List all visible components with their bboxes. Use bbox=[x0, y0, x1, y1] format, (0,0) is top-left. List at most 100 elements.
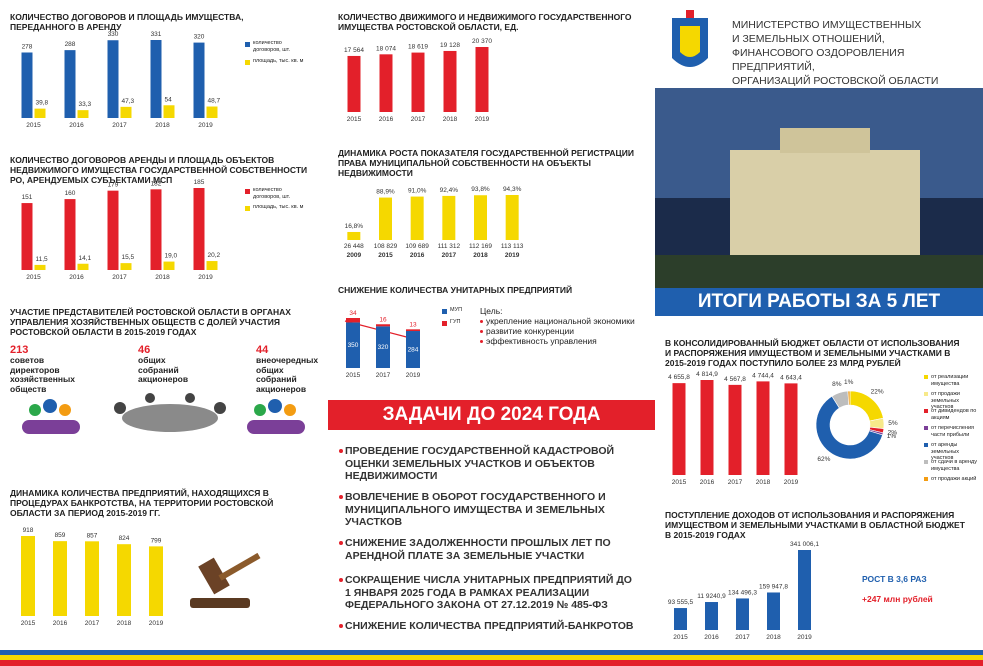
value-label: 159 947,8 bbox=[759, 583, 788, 590]
chart-title: КОЛИЧЕСТВО ДОГОВОРОВ И ПЛОЩАДЬ ИМУЩЕСТВА… bbox=[10, 12, 244, 32]
bar bbox=[107, 190, 119, 270]
stat-label: внеочередных общих собраний акционеров bbox=[256, 355, 319, 394]
bar bbox=[379, 197, 392, 240]
value-label: 34 bbox=[349, 310, 357, 317]
value-label: 151 bbox=[22, 194, 33, 201]
value-label: 20,2 bbox=[208, 252, 221, 259]
x-tick-label: 2019 bbox=[505, 252, 520, 259]
x-tick-label: 2016 bbox=[379, 116, 394, 123]
value-label: 62% bbox=[817, 456, 830, 463]
x-tick-label: 2015 bbox=[26, 274, 41, 281]
x-tick-label: 2019 bbox=[475, 116, 490, 123]
x-tick-label: 2019 bbox=[198, 122, 213, 129]
coat-of-arms bbox=[672, 10, 708, 67]
bar bbox=[756, 381, 770, 475]
legend-swatch bbox=[245, 189, 250, 194]
x-tick-label: 2016 bbox=[53, 620, 68, 627]
task-item: ПРОВЕДЕНИЕ ГОСУДАРСТВЕННОЙ КАДАСТРОВОЙ О… bbox=[345, 445, 615, 482]
stripe bbox=[0, 655, 983, 660]
bar bbox=[21, 52, 33, 118]
bullet bbox=[480, 320, 483, 323]
bar-segment bbox=[346, 322, 360, 368]
bar bbox=[379, 54, 393, 112]
value-label: 2% bbox=[888, 429, 898, 436]
goal-item: укрепление национальной экономики bbox=[486, 316, 635, 326]
value-label: 1% bbox=[844, 379, 854, 386]
x-tick-label: 2018 bbox=[155, 122, 170, 129]
bar bbox=[21, 203, 33, 270]
legend-swatch bbox=[245, 42, 250, 47]
bar bbox=[193, 188, 205, 270]
stat-number: 46 bbox=[138, 344, 151, 356]
bar bbox=[674, 608, 687, 630]
x-tick-label: 2018 bbox=[766, 634, 781, 641]
bullet bbox=[339, 624, 343, 628]
task-item: СНИЖЕНИЕ КОЛИЧЕСТВА ПРЕДПРИЯТИЙ-БАНКРОТО… bbox=[345, 620, 634, 632]
bar bbox=[150, 189, 162, 270]
x-tick-label: 2015 bbox=[672, 479, 687, 486]
legend-label: от реализации имущества bbox=[931, 374, 969, 387]
task-item: ВОВЛЕЧЕНИЕ В ОБОРОТ ГОСУДАРСТВЕННОГО И М… bbox=[345, 491, 606, 528]
legend-label: площадь, тыс. кв. м bbox=[253, 204, 304, 210]
x-tick-label: 2018 bbox=[473, 252, 488, 259]
bar bbox=[443, 50, 457, 112]
value-label: 182 bbox=[151, 180, 162, 187]
value-label: 18 074 bbox=[376, 45, 396, 52]
meeting-icon bbox=[114, 393, 226, 432]
value-label: 16 bbox=[379, 316, 387, 323]
chart-title: В КОНСОЛИДИРОВАННЫЙ БЮДЖЕТ ОБЛАСТИ ОТ ИС… bbox=[665, 338, 960, 368]
banner: ИТОГИ РАБОТЫ ЗА 5 ЛЕТ bbox=[697, 291, 941, 312]
tasks-banner-bg bbox=[328, 400, 655, 430]
legend-label: от сдачи в аренду имущества bbox=[931, 459, 977, 472]
stat-number: 213 bbox=[10, 344, 29, 356]
header: МИНИСТЕРСТВО ИМУЩЕСТВЕННЫХ И ЗЕМЕЛЬНЫХ О… bbox=[732, 18, 972, 88]
bar bbox=[206, 106, 218, 118]
count-label: 112 169 bbox=[469, 243, 492, 250]
x-tick-label: 2015 bbox=[347, 116, 362, 123]
value-label: 134 496,3 bbox=[728, 589, 757, 596]
value-label: 4 567,8 bbox=[724, 376, 746, 383]
value-label: 824 bbox=[119, 535, 130, 542]
legend-swatch bbox=[924, 392, 928, 396]
value-label: 341 006,1 bbox=[790, 541, 819, 548]
bar bbox=[149, 546, 163, 616]
legend-swatch bbox=[924, 375, 928, 379]
value-label: 18 619 bbox=[408, 44, 428, 51]
value-label: 320 bbox=[378, 344, 389, 351]
bullet bbox=[339, 541, 343, 545]
bar-segment bbox=[376, 324, 390, 327]
x-tick-label: 2019 bbox=[198, 274, 213, 281]
bar bbox=[34, 108, 46, 118]
bar bbox=[784, 383, 798, 475]
value-label: 11 9240,9 bbox=[697, 593, 726, 600]
x-tick-label: 2019 bbox=[406, 372, 421, 379]
people-icon bbox=[247, 399, 305, 434]
x-tick-label: 2015 bbox=[673, 634, 688, 641]
value-label: 92,4% bbox=[440, 187, 459, 194]
x-tick-label: 2015 bbox=[346, 372, 361, 379]
bar bbox=[53, 541, 67, 616]
x-tick-label: 2017 bbox=[85, 620, 100, 627]
value-label: 330 bbox=[108, 31, 119, 38]
trees bbox=[655, 255, 983, 288]
value-label: 8% bbox=[832, 381, 842, 388]
stat-number: 44 bbox=[256, 344, 269, 356]
value-label: 88,9% bbox=[376, 189, 395, 196]
x-tick-label: 2016 bbox=[410, 252, 425, 259]
x-tick-label: 2018 bbox=[756, 479, 771, 486]
value-label: 799 bbox=[151, 537, 162, 544]
x-tick-label: 2015 bbox=[21, 620, 36, 627]
bar bbox=[442, 195, 456, 240]
bar bbox=[767, 592, 780, 630]
bar bbox=[21, 536, 35, 616]
legend-swatch bbox=[442, 309, 447, 314]
bar bbox=[85, 541, 99, 616]
bar bbox=[64, 50, 76, 118]
bar bbox=[206, 261, 218, 270]
value-label: 179 bbox=[108, 182, 119, 189]
bar bbox=[77, 263, 89, 270]
x-tick-label: 2018 bbox=[117, 620, 132, 627]
bar bbox=[163, 261, 175, 270]
legend-label: от дивидендов по акциям bbox=[931, 408, 977, 421]
